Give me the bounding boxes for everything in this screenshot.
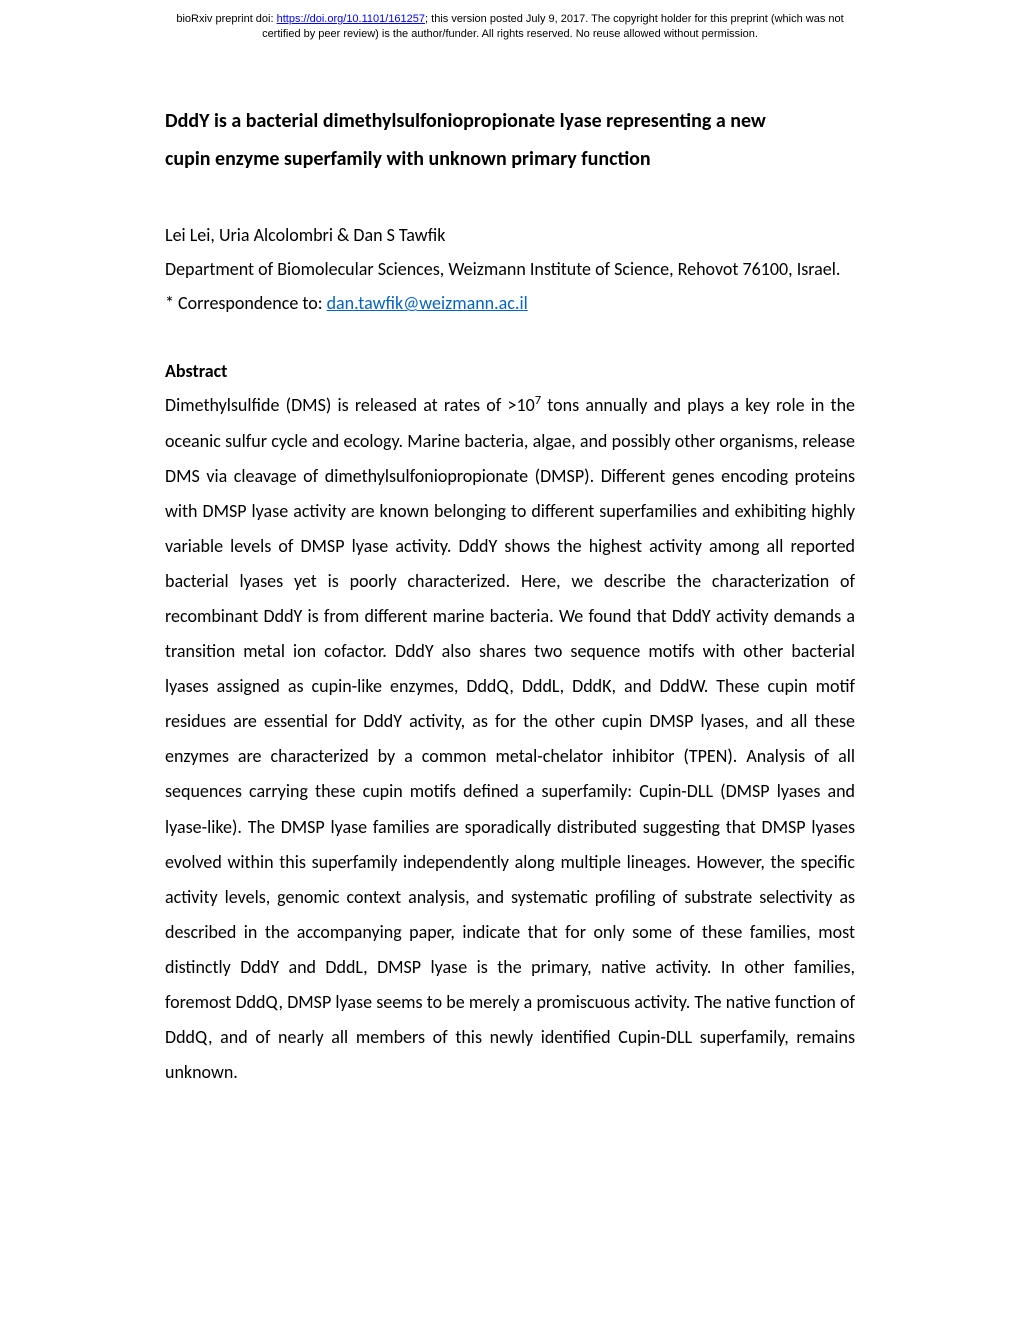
banner-line2: certified by peer review) is the author/… xyxy=(262,28,758,40)
correspondence: * Correspondence to: dan.tawfik@weizmann… xyxy=(165,286,855,320)
abstract-post: tons annually and plays a key role in th… xyxy=(165,394,855,1083)
page-content: DddY is a bacterial dimethylsulfonioprop… xyxy=(0,42,1020,1091)
affiliation: Department of Biomolecular Sciences, Wei… xyxy=(165,252,855,286)
banner-mid: ; this version posted July 9, 2017. xyxy=(425,13,591,25)
doi-link[interactable]: https://doi.org/10.1101/161257 xyxy=(277,13,425,25)
abstract-heading: Abstract xyxy=(165,354,855,388)
correspondence-label: * Correspondence to: xyxy=(165,292,327,314)
abstract-pre: Dimethylsulfide (DMS) is released at rat… xyxy=(165,394,535,416)
title-line1: DddY is a bacterial dimethylsulfonioprop… xyxy=(165,109,766,133)
paper-title: DddY is a bacterial dimethylsulfonioprop… xyxy=(165,102,855,178)
abstract-body: Dimethylsulfide (DMS) is released at rat… xyxy=(165,388,855,1090)
title-line2: cupin enzyme superfamily with unknown pr… xyxy=(165,147,651,171)
banner-copyright: The copyright holder for this preprint (… xyxy=(591,13,844,25)
banner-prefix: bioRxiv preprint doi: xyxy=(176,13,276,25)
preprint-banner: bioRxiv preprint doi: https://doi.org/10… xyxy=(0,0,1020,42)
correspondence-email[interactable]: dan.tawfik@weizmann.ac.il xyxy=(327,292,528,314)
authors: Lei Lei, Uria Alcolombri & Dan S Tawfik xyxy=(165,218,855,252)
